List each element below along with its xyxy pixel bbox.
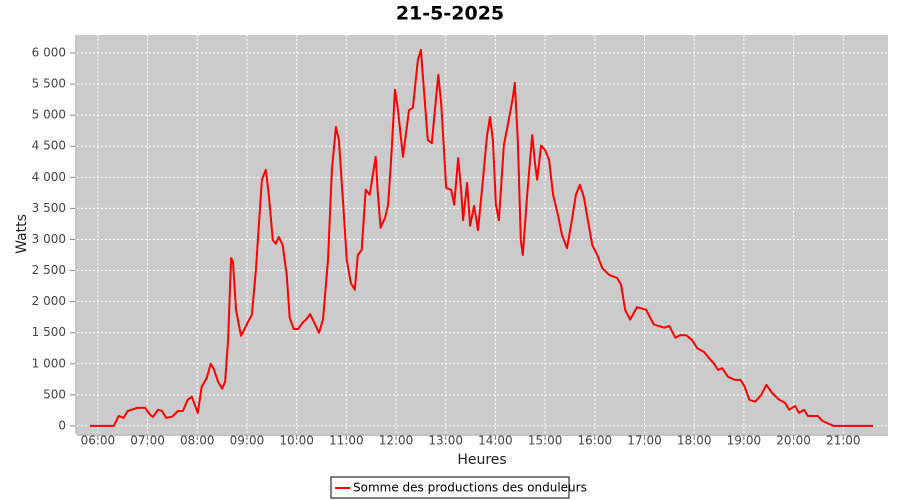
x-tick-label: 15:00 — [528, 434, 563, 448]
series-line — [89, 48, 874, 427]
x-tick-label: 20:00 — [776, 434, 811, 448]
x-tick-label: 10:00 — [279, 434, 314, 448]
x-tick-label: 18:00 — [677, 434, 712, 448]
x-tick-label: 17:00 — [627, 434, 662, 448]
x-tick-label: 09:00 — [230, 434, 265, 448]
y-tick-label: 4 500 — [32, 139, 66, 153]
x-tick-label: 21:00 — [826, 434, 861, 448]
chart-title: 21-5-2025 — [396, 3, 504, 25]
y-tick-label: 1 500 — [32, 325, 66, 339]
x-tick-label: 06:00 — [81, 434, 116, 448]
y-tick-label: 0 — [58, 418, 66, 432]
x-tick-label: 16:00 — [578, 434, 613, 448]
grid — [77, 35, 888, 434]
y-tick-label: 4 000 — [32, 170, 66, 184]
y-tick-label: 5 000 — [32, 108, 66, 122]
x-tick-label: 14:00 — [478, 434, 513, 448]
y-tick-label: 3 000 — [32, 232, 66, 246]
plot-area — [77, 35, 888, 434]
y-axis-label: Watts — [14, 214, 30, 254]
x-tick-label: 19:00 — [727, 434, 762, 448]
marks — [89, 48, 874, 427]
x-tick-label: 08:00 — [180, 434, 215, 448]
x-tick-label: 11:00 — [329, 434, 364, 448]
legend-label: Somme des productions des onduleurs — [353, 481, 587, 495]
x-tick-label: 13:00 — [428, 434, 463, 448]
x-tick-label: 12:00 — [379, 434, 414, 448]
x-tick-label: 07:00 — [130, 434, 165, 448]
y-tick-label: 5 500 — [32, 77, 66, 91]
x-axis-label: Heures — [457, 452, 506, 468]
y-tick-label: 6 000 — [32, 46, 66, 60]
y-tick-label: 2 500 — [32, 263, 66, 277]
y-tick-label: 2 000 — [32, 294, 66, 308]
legend — [330, 476, 570, 499]
y-tick-label: 500 — [43, 387, 66, 401]
y-tick-label: 3 500 — [32, 201, 66, 215]
y-tick-label: 1 000 — [32, 356, 66, 370]
